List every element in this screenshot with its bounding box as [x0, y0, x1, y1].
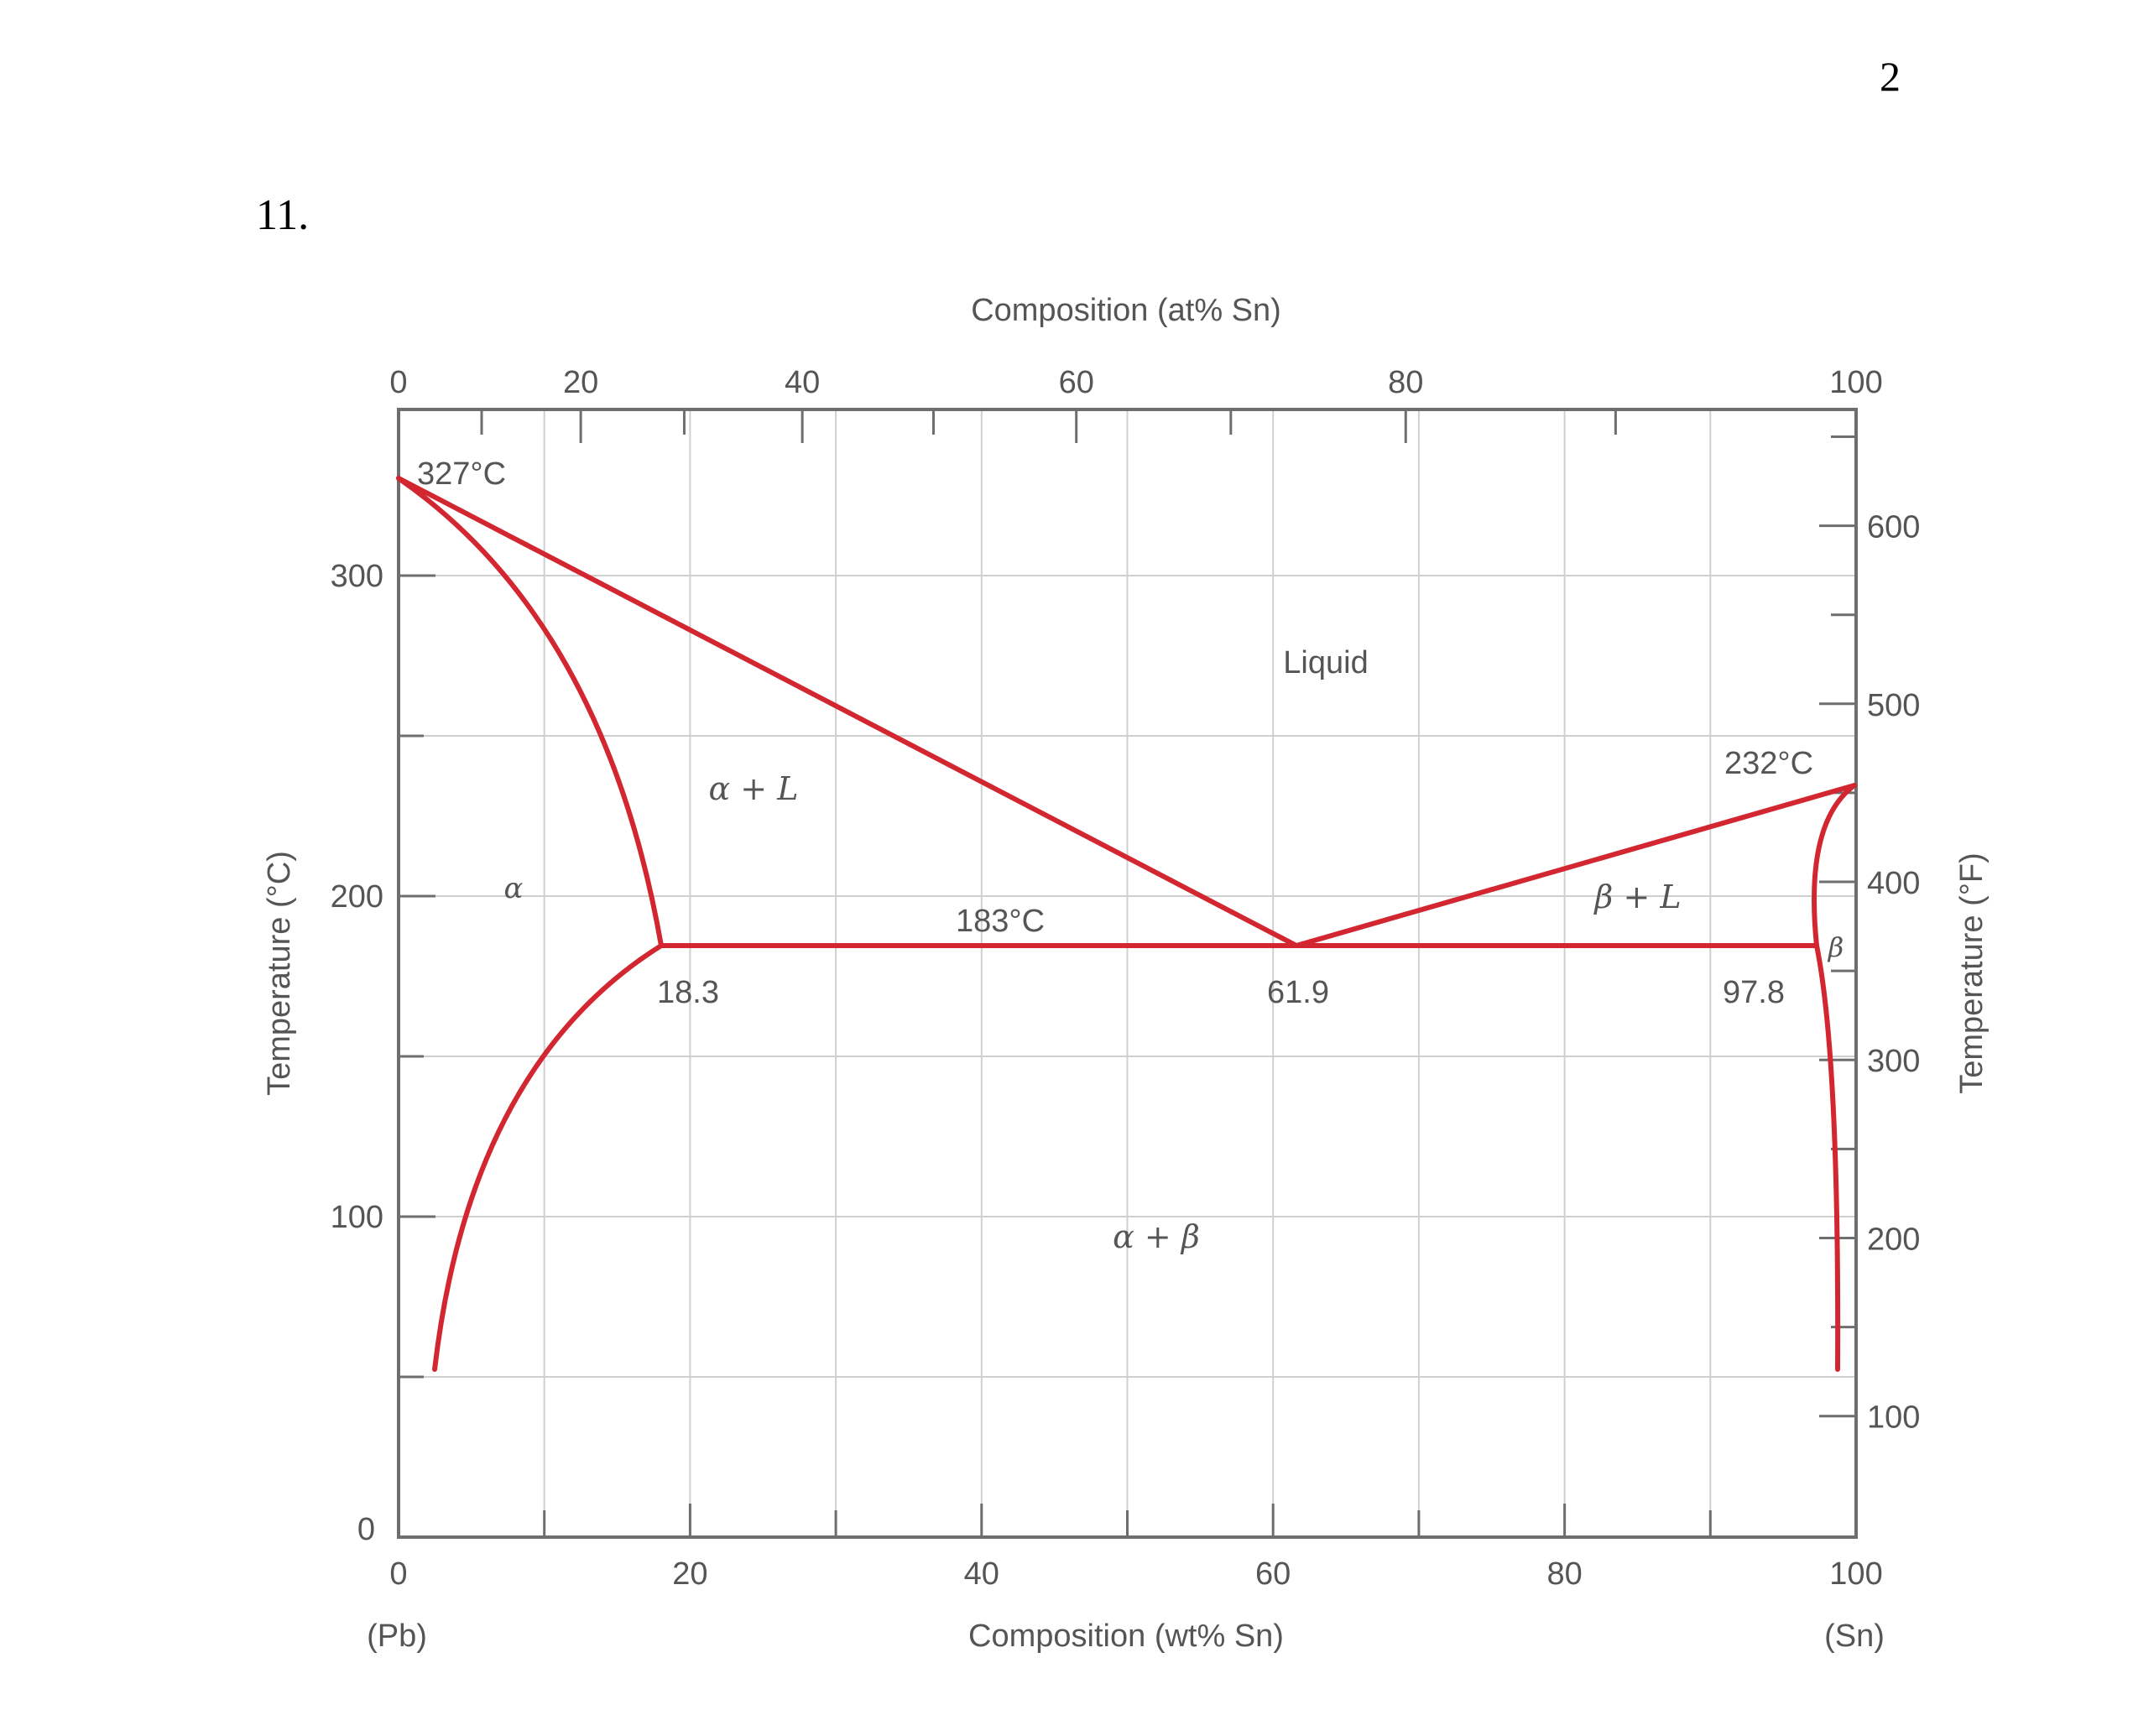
- right-tick-label: 600: [1867, 510, 1920, 545]
- solidus-alpha: [396, 476, 664, 948]
- solidus-beta: [1812, 783, 1857, 948]
- gridlines: [399, 409, 1856, 1537]
- right-tick-label: 500: [1867, 688, 1920, 723]
- left-tick-label: 100: [331, 1200, 383, 1235]
- annotation-beta-max: 97.8: [1723, 975, 1785, 1010]
- right-axis-label: Temperature (°F): [1954, 852, 1990, 1094]
- page-number: 2: [1880, 53, 1901, 100]
- bottom-tick-label: 40: [964, 1556, 999, 1592]
- liquidus-pb-side: [396, 476, 1299, 948]
- right-tick-label: 400: [1867, 866, 1920, 901]
- region-label-alpha: α: [504, 872, 524, 905]
- annotation-pb-melting: 327°C: [417, 456, 506, 492]
- liquidus-sn-side: [1294, 783, 1857, 948]
- right-tick-label: 200: [1867, 1222, 1920, 1257]
- solvus-beta: [1814, 943, 1841, 1372]
- top-axis-label: Composition (at% Sn): [971, 293, 1281, 328]
- bottom-tick-label: 60: [1255, 1556, 1291, 1592]
- bottom-tick-label: 100: [1829, 1556, 1882, 1592]
- region-label-beta: β: [1828, 931, 1844, 963]
- top-tick-label: 20: [563, 365, 598, 400]
- annotation-eutectic-comp: 61.9: [1267, 975, 1329, 1010]
- bottom-tick-label: 80: [1546, 1556, 1582, 1592]
- top-tick-label: 100: [1829, 365, 1882, 400]
- tick-labels: 0 20 40 60 80 100 0 20 40 60 80 100 0 100 200 300 100 200…: [331, 365, 1921, 1592]
- bottom-tick-label: 20: [672, 1556, 707, 1592]
- bottom-tick-label: 0: [389, 1556, 407, 1592]
- right-tick-label: 100: [1867, 1400, 1920, 1436]
- plot-frame: [397, 408, 1858, 1539]
- top-tick-label: 80: [1388, 365, 1423, 400]
- top-tick-label: 0: [389, 365, 407, 400]
- region-label-alpha-plus-beta: α + β: [1113, 1218, 1200, 1255]
- left-tick-label: 300: [331, 559, 383, 594]
- solvus-alpha: [432, 943, 664, 1372]
- right-tick-label: 300: [1867, 1044, 1920, 1079]
- phase-boundaries: [396, 476, 1857, 1372]
- region-label-alpha-plus-l: α + L: [709, 770, 799, 807]
- annotation-sn-melting: 232°C: [1724, 746, 1813, 781]
- region-label-beta-plus-l: β + L: [1593, 878, 1681, 915]
- left-axis-label: Temperature (°C): [262, 851, 297, 1096]
- left-tick-label: 0: [357, 1512, 375, 1547]
- pb-end-label: (Pb): [367, 1619, 427, 1654]
- question-number: 11.: [256, 191, 309, 239]
- left-tick-label: 200: [331, 879, 383, 915]
- bottom-axis-label: Composition (wt% Sn): [968, 1619, 1284, 1654]
- annotation-alpha-max: 18.3: [657, 975, 719, 1010]
- region-label-liquid: Liquid: [1283, 645, 1368, 680]
- top-tick-label: 60: [1059, 365, 1094, 400]
- annotation-eutectic-temp: 183°C: [956, 904, 1045, 939]
- sn-end-label: (Sn): [1824, 1619, 1885, 1654]
- top-tick-label: 40: [785, 365, 820, 400]
